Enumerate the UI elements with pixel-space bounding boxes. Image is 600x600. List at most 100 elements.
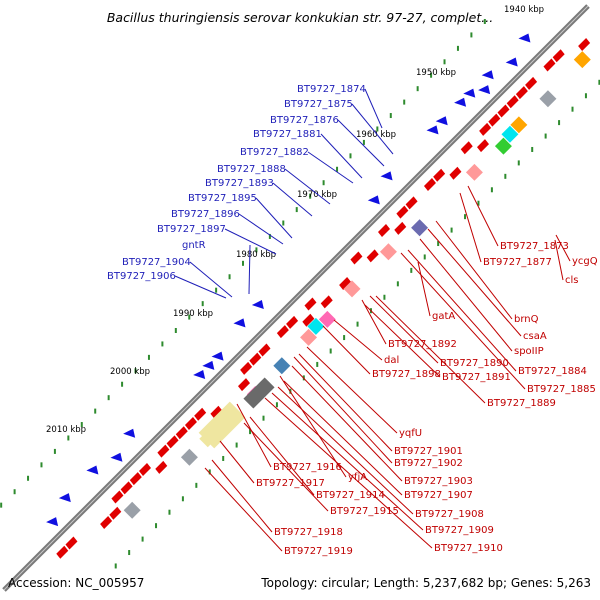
forward-gene-arrow <box>433 168 446 182</box>
callout-leader-line <box>459 192 482 263</box>
reverse-gene-arrow <box>202 360 215 370</box>
callout-leader-line <box>320 133 363 179</box>
gc-dot <box>201 301 204 307</box>
gc-dot <box>558 120 561 126</box>
gc-dot <box>343 335 346 341</box>
gene-label: BT9727_1916 <box>273 462 342 473</box>
reverse-gene-arrow <box>233 318 246 328</box>
gene-label: BT9727_1897 <box>157 224 226 235</box>
forward-gene-arrow <box>449 166 462 180</box>
callout-leader-line <box>419 238 513 352</box>
gene-label: BT9727_1877 <box>483 257 552 268</box>
gc-dot <box>295 207 298 213</box>
callout-leader-line <box>364 304 441 378</box>
callout-leader-line <box>174 275 227 299</box>
gc-dot <box>477 200 480 206</box>
forward-gene-arrow <box>276 325 289 339</box>
map-title: Bacillus thuringiensis serovar konkukian… <box>106 10 494 25</box>
gc-dot <box>228 274 231 280</box>
gene-label: BT9727_1888 <box>217 164 286 175</box>
callout-leader-line <box>249 416 315 496</box>
gc-dot <box>195 482 198 488</box>
forward-gene-arrow <box>157 444 170 458</box>
kbp-tick-label: 1980 kbp <box>236 250 276 260</box>
reverse-gene-arrow <box>481 70 494 80</box>
forward-gene-arrow <box>184 417 197 431</box>
rna-feature-box <box>318 310 336 328</box>
gene-label: BT9727_1918 <box>274 527 343 538</box>
gene-label: cls <box>565 275 579 286</box>
gc-dot <box>490 187 493 193</box>
forward-gene-arrow <box>237 378 250 392</box>
gc-dot <box>208 469 211 475</box>
gc-dot <box>336 166 339 172</box>
reverse-gene-arrow <box>251 300 264 310</box>
gc-dot <box>531 146 534 152</box>
forward-gene-arrow <box>304 297 317 311</box>
rna-feature-box <box>510 116 528 134</box>
reverse-gene-arrow <box>426 125 439 135</box>
gene-label: BT9727_1901 <box>394 446 463 457</box>
gene-label: BT9727_1898 <box>372 369 441 380</box>
gc-dot <box>13 489 16 495</box>
gene-label: BT9727_1885 <box>527 384 596 395</box>
gene-label: BT9727_1903 <box>404 476 473 487</box>
reverse-strand-callouts: BT9727_1874 BT9727_1875 BT9727_1876 BT9727_… <box>107 84 394 299</box>
gc-dot <box>222 455 225 461</box>
gc-dot <box>389 113 392 119</box>
gc-dot <box>249 429 252 435</box>
rna-feature-box <box>573 51 591 69</box>
gc-dot <box>121 381 124 387</box>
callout-leader-line <box>307 151 354 184</box>
forward-gene-arrow <box>506 95 519 109</box>
gene-label: BT9727_1875 <box>284 99 353 110</box>
gc-dot <box>456 45 459 51</box>
forward-gene-arrow <box>460 141 473 155</box>
gene-label: BT9727_1910 <box>434 543 503 554</box>
gene-label: BT9727_1889 <box>487 398 556 409</box>
gene-label: BT9727_1919 <box>284 546 353 557</box>
gc-dot <box>40 462 43 468</box>
gc-dot <box>67 435 70 441</box>
gc-dot <box>275 402 278 408</box>
rna-feature-box <box>501 125 519 143</box>
callout-leader-line <box>435 220 513 320</box>
forward-gene-arrow <box>552 49 565 63</box>
gc-dot <box>114 563 117 569</box>
gc-dot <box>383 294 386 300</box>
callout-leader-line <box>272 182 313 217</box>
gene-label: BT9727_1874 <box>297 84 366 95</box>
forward-gene-arrow <box>120 481 133 495</box>
callout-leader-line <box>400 252 526 390</box>
gc-dot <box>349 153 352 159</box>
forward-gene-arrow <box>525 76 538 90</box>
gc-dot <box>188 314 191 320</box>
forward-gene-arrow <box>240 361 253 375</box>
gc-dot <box>147 354 150 360</box>
forward-gene-arrow <box>139 462 152 476</box>
rna-feature-box <box>379 243 397 261</box>
callout-leader-line <box>211 459 273 533</box>
gc-dot <box>584 93 587 99</box>
gene-label: dal <box>384 355 399 366</box>
forward-gene-arrow <box>378 223 391 237</box>
gc-dot <box>168 509 171 515</box>
gc-dot <box>107 395 110 401</box>
backbone-highlight <box>3 5 589 591</box>
reverse-gene-arrow <box>505 57 518 67</box>
forward-gene-arrow <box>56 545 69 559</box>
reverse-gene-arrow <box>435 116 448 126</box>
gc-dot <box>517 160 520 166</box>
gc-dot <box>423 254 426 260</box>
callout-leader-line <box>293 356 393 464</box>
gc-dot <box>241 260 244 266</box>
gene-label: BT9727_1876 <box>270 115 339 126</box>
topology-summary: Topology: circular; Length: 5,237,682 bp… <box>261 576 591 590</box>
forward-gene-arrow <box>479 122 492 136</box>
kbp-tick-label: 1940 kbp <box>504 5 544 15</box>
forward-gene-arrow <box>405 196 418 210</box>
rna-feature-box <box>411 219 429 237</box>
gc-dot <box>464 214 467 220</box>
reverse-gene-arrow <box>46 517 59 527</box>
gc-skew-dots <box>0 18 600 569</box>
